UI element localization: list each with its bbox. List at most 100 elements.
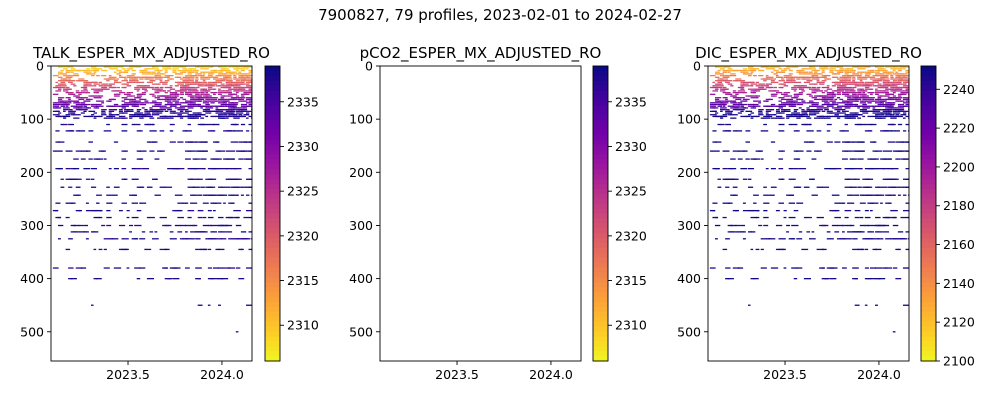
sample-mark [230,71,238,73]
sample-mark [760,69,765,72]
sample-mark [773,86,777,89]
sample-mark [111,114,119,116]
sample-mark [811,76,820,78]
colorbar-band [265,257,280,264]
sample-mark [73,167,80,170]
sample-mark [129,95,136,97]
sample-mark [892,98,896,101]
sample-mark [852,103,857,106]
sample-mark [714,216,718,219]
sample-mark [732,102,738,104]
sample-mark [760,248,764,251]
sample-mark [90,231,95,233]
colorbar-band [593,95,608,102]
sample-mark [136,115,140,118]
colorbar-band [265,336,280,342]
sample-mark [83,115,91,118]
sample-mark [722,103,727,106]
colorbar-band [265,282,280,288]
sample-mark [875,114,881,116]
colorbar-band [921,154,936,161]
sample-mark [814,83,818,85]
sample-mark [732,103,741,106]
sample-mark [740,224,746,227]
sample-mark [151,100,157,102]
sample-mark [106,123,110,126]
sample-mark [755,81,759,84]
sample-mark [90,105,98,107]
sample-mark [892,224,899,227]
sample-mark [167,95,171,97]
sample-mark [740,80,746,82]
sample-mark [141,86,149,89]
sample-mark [857,91,862,94]
colorbar-band [593,292,608,298]
sample-mark [185,91,189,94]
sample-mark [157,110,164,112]
sample-mark [847,76,852,78]
sample-mark [113,95,118,97]
sample-mark [821,224,829,227]
panel-1: TALK_ESPER_MX_ADJUSTED_RO010020030040050… [20,44,319,382]
sample-mark [154,86,159,89]
sample-mark [162,66,169,68]
sample-mark [801,114,809,116]
sample-mark [829,91,835,94]
sample-mark [223,68,226,70]
colorbar-band [921,316,936,323]
sample-mark [88,95,92,97]
sample-mark [134,81,138,84]
sample-mark [139,238,146,240]
sample-mark [230,110,236,112]
sample-mark [103,238,110,240]
sample-mark [68,80,76,82]
sample-mark [230,105,237,107]
sample-mark [245,76,251,78]
sample-mark [129,117,133,119]
sample-mark [197,100,202,102]
sample-mark [136,150,142,152]
sample-mark [210,102,215,104]
sample-mark [108,167,112,170]
sample-mark [144,90,148,92]
sample-mark [753,107,757,109]
sample-mark [103,86,108,89]
sample-mark [220,69,224,72]
sample-mark [897,103,905,106]
sample-mark [225,86,231,89]
sample-mark [159,81,165,84]
sample-mark [763,216,769,219]
sample-mark [190,117,196,119]
sample-mark [753,202,757,204]
sample-mark [164,224,172,227]
sample-mark [134,100,141,102]
sample-mark [164,80,170,82]
sample-mark [859,80,863,82]
sample-mark [826,105,834,107]
sample-mark [248,74,252,77]
sample-mark [218,150,226,152]
sample-mark [890,98,894,101]
sample-mark [905,86,909,89]
sample-mark [811,78,818,80]
sample-mark [220,73,225,75]
sample-mark [900,74,906,77]
sample-mark [88,115,94,118]
sample-mark [864,86,870,89]
colorbar-band [921,149,936,156]
sample-mark [892,97,898,99]
sample-mark [207,123,215,126]
sample-mark [836,91,841,94]
sample-mark [88,110,96,112]
sample-mark [875,115,881,118]
colorbar-tick-label: 2140 [943,276,975,291]
sample-mark [803,68,812,70]
sample-mark [821,86,830,89]
sample-mark [793,110,797,112]
sample-mark [755,115,760,118]
sample-mark [113,167,119,170]
colorbar-band [265,287,280,293]
sample-mark [709,209,715,212]
sample-mark [852,158,857,160]
sample-mark [742,81,751,84]
